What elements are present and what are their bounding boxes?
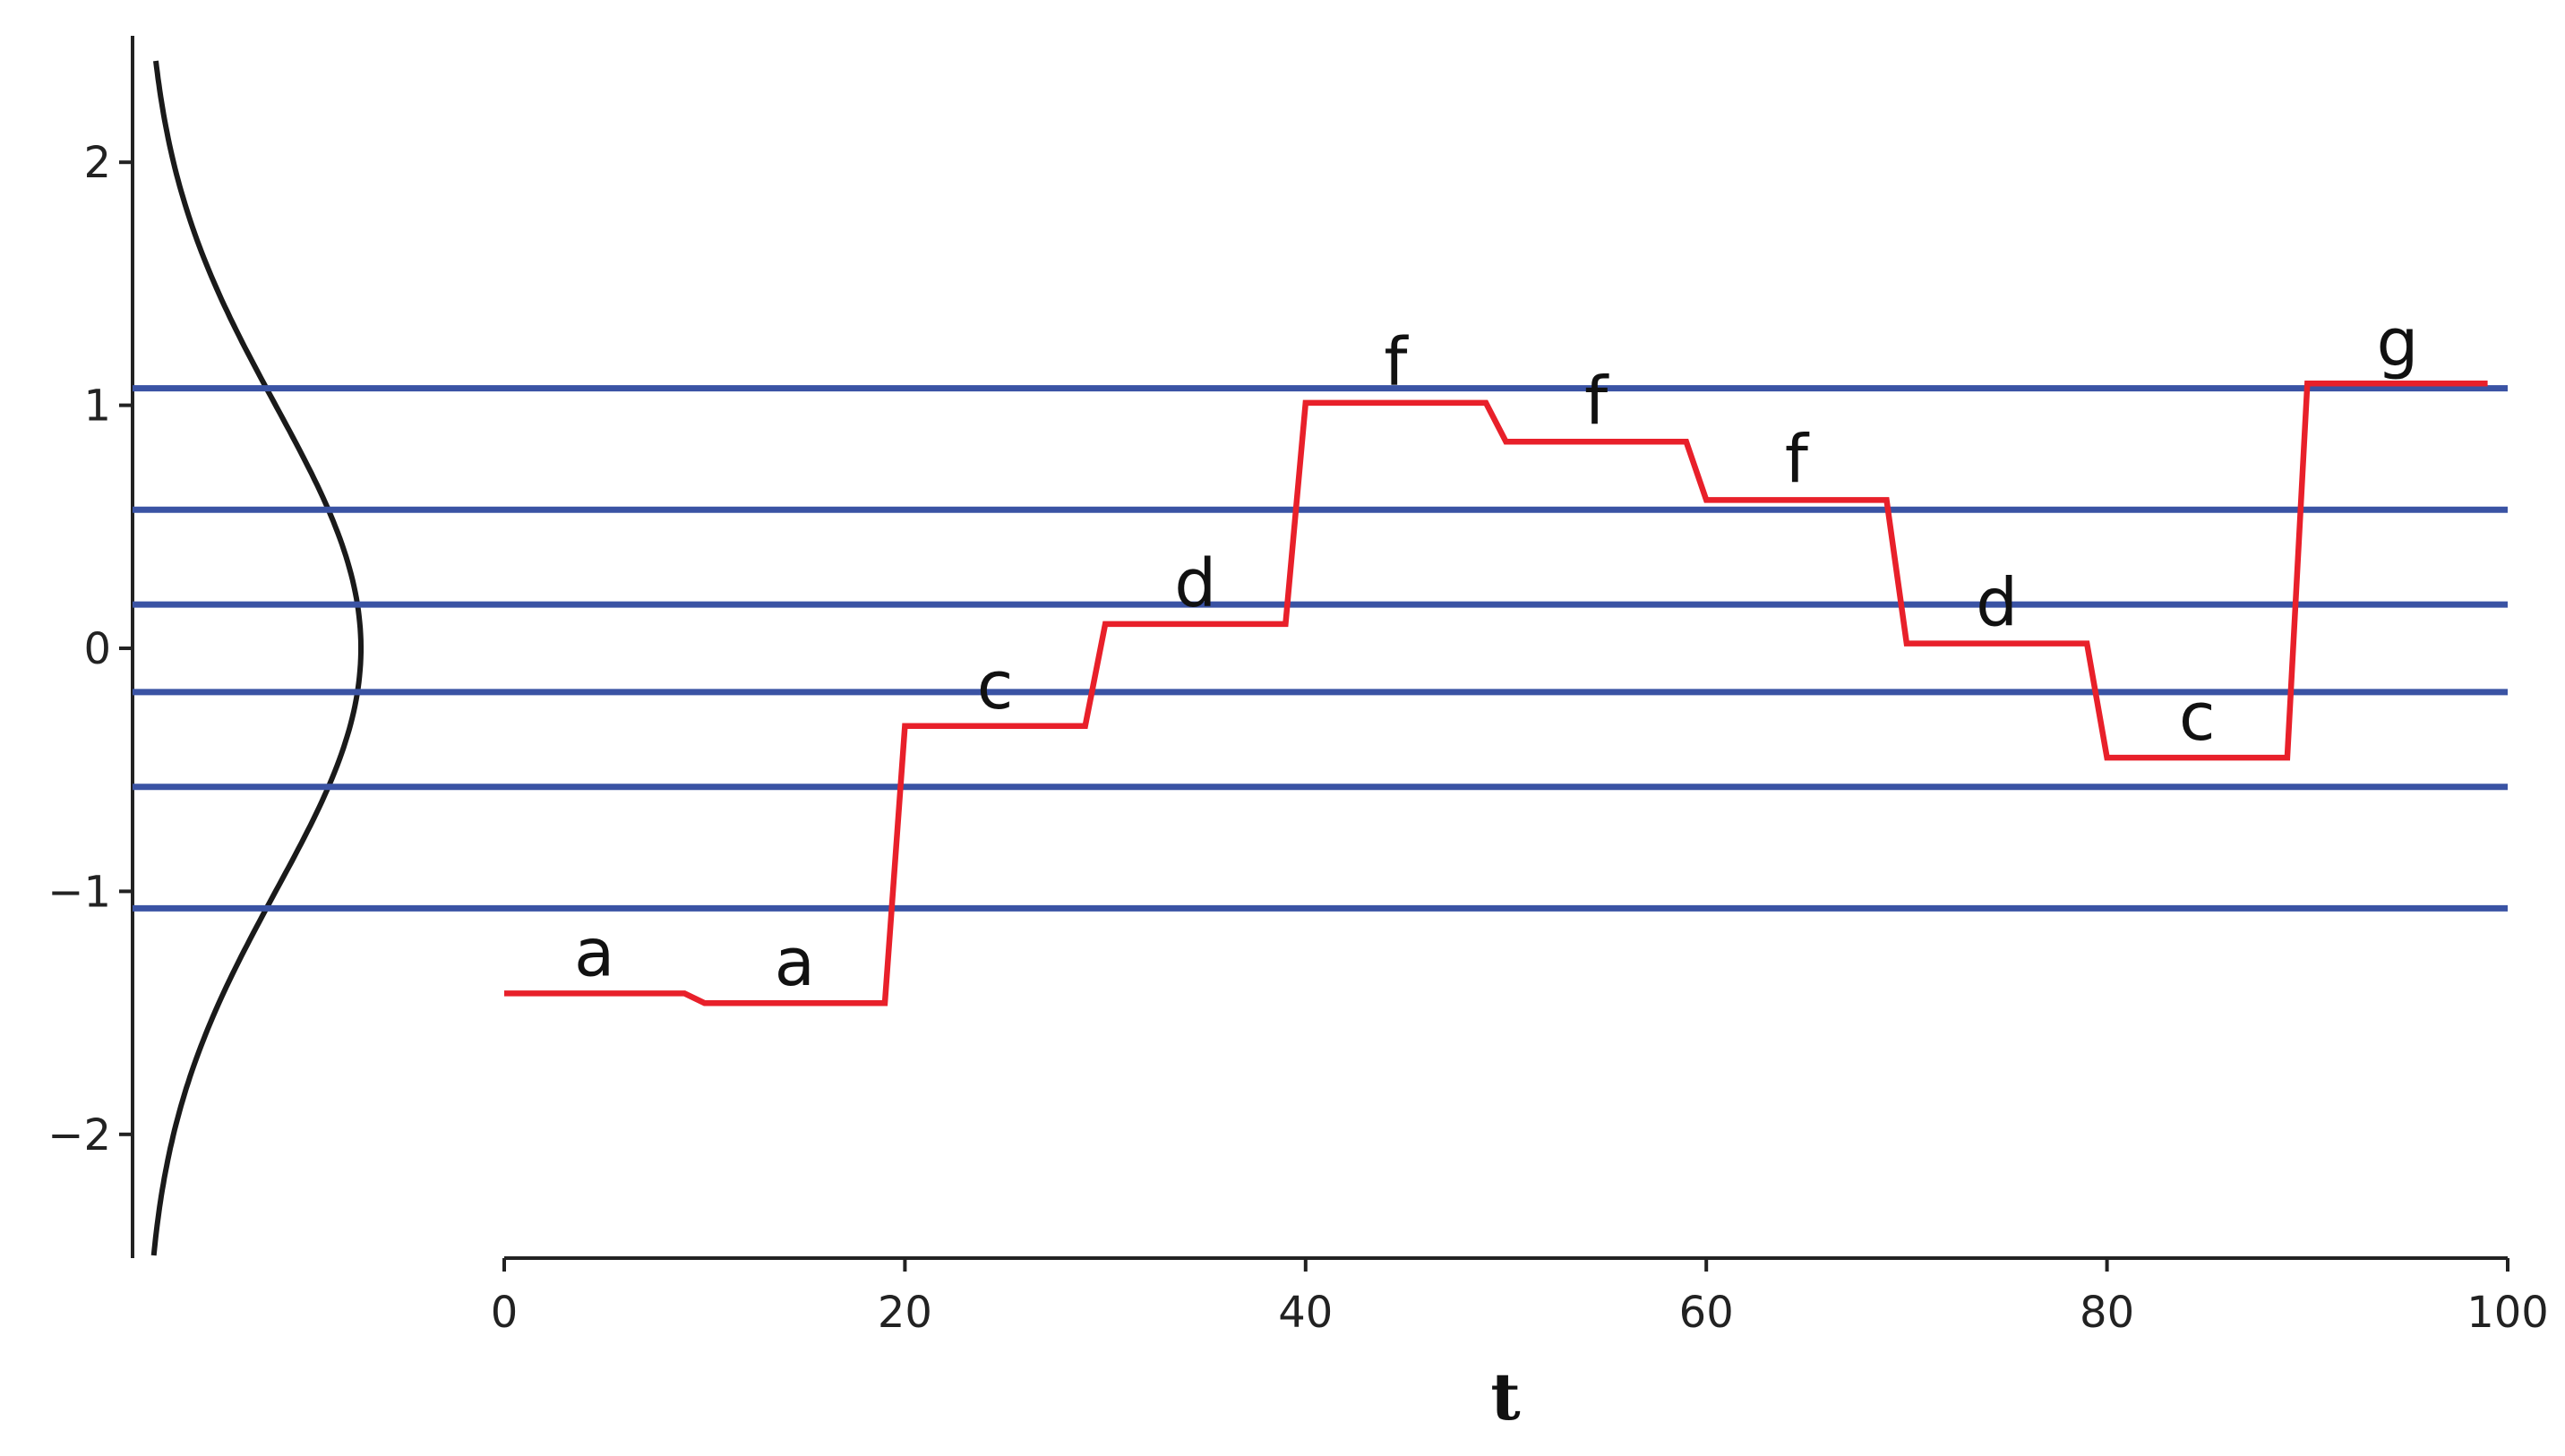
symbol-label: d — [1174, 545, 1216, 622]
y-tick-label: −2 — [47, 1110, 111, 1161]
symbol-label: f — [1384, 324, 1409, 401]
symbol-label: a — [775, 924, 815, 1001]
y-tick-label: −1 — [47, 867, 111, 917]
symbol-label: d — [1976, 565, 2018, 642]
symbol-label: f — [1785, 421, 1810, 498]
x-tick-label: 40 — [1278, 1288, 1333, 1338]
x-tick-label: 0 — [491, 1288, 519, 1338]
symbol-label: c — [2179, 679, 2216, 756]
y-tick-label: 1 — [83, 381, 111, 432]
y-tick-label: 2 — [83, 138, 111, 188]
symbol-label: c — [977, 647, 1014, 724]
x-tick-label: 20 — [878, 1288, 932, 1338]
symbol-label: g — [2376, 304, 2418, 381]
x-tick-label: 100 — [2466, 1288, 2549, 1338]
x-tick-label: 60 — [1679, 1288, 1734, 1338]
symbol-label: a — [574, 914, 614, 991]
gaussian-curve — [150, 60, 364, 1256]
x-axis-label: t — [1490, 1358, 1520, 1435]
paa-line — [504, 380, 2488, 1006]
y-tick-label: 0 — [83, 624, 111, 674]
x-tick-label: 80 — [2080, 1288, 2134, 1338]
symbol-label: f — [1584, 363, 1609, 440]
